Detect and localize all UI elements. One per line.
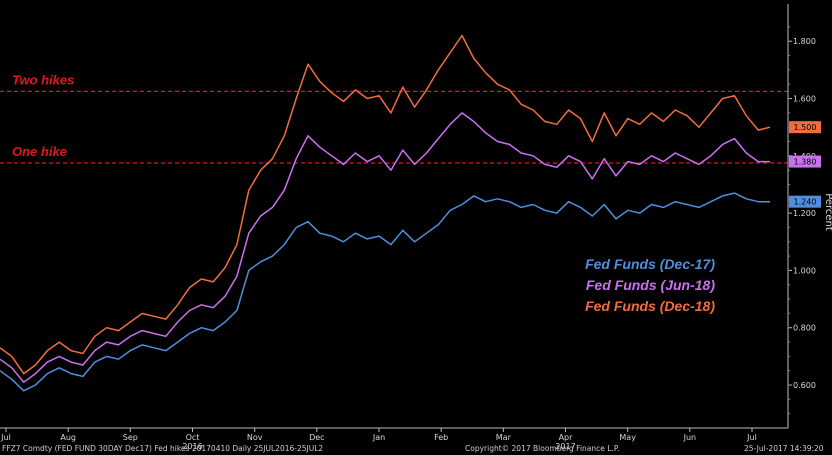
- y-tick-label-1: 0.800: [793, 324, 816, 333]
- footer-timestamp: 25-Jul-2017 14:39:20: [744, 444, 824, 453]
- x-tick-label-1: Aug: [60, 433, 76, 442]
- y-axis-label: Percent: [823, 193, 832, 231]
- footer-copyright: Copyright© 2017 Bloomberg Finance L.P.: [465, 444, 620, 453]
- x-tick-label-0: Jul: [0, 433, 11, 442]
- legend: Fed Funds (Dec-17) Fed Funds (Jun-18) Fed …: [585, 256, 715, 314]
- footer-bar: FFZ7 Comdty (FED FUND 30DAY Dec17) Fed h…: [0, 443, 832, 455]
- series-line-1: [0, 112, 770, 383]
- x-tick-label-2: Sep: [123, 433, 138, 442]
- footer-ticker: FFZ7 Comdty (FED FUND 30DAY Dec17) Fed h…: [2, 444, 324, 453]
- legend-entry-2: Fed Funds (Dec-18): [585, 298, 715, 314]
- reference-lines: Two hikes One hike: [0, 72, 788, 164]
- legend-entry-0: Fed Funds (Dec-17): [585, 256, 715, 272]
- y-tick-label-3: 1.200: [793, 209, 816, 218]
- x-tick-label-11: Jun: [683, 433, 697, 442]
- series-lines: [0, 34, 771, 392]
- last-value-label-0: 1.240: [794, 198, 817, 207]
- series-line-0: [0, 192, 770, 392]
- y-tick-label-5: 1.600: [793, 95, 816, 104]
- series-line-2: [0, 34, 771, 375]
- y-tick-label-0: 0.600: [793, 381, 816, 390]
- x-tick-label-3: Oct: [186, 433, 200, 442]
- y-tick-label-2: 1.000: [793, 266, 816, 275]
- reference-label-0: Two hikes: [12, 72, 74, 87]
- x-tick-label-8: Mar: [496, 433, 512, 442]
- last-value-label-1: 1.380: [794, 158, 817, 167]
- x-tick-label-10: May: [619, 433, 636, 442]
- x-tick-label-7: Feb: [434, 433, 448, 442]
- last-value-box-0: [789, 195, 821, 208]
- x-tick-label-5: Dec: [309, 433, 324, 442]
- y-tick-label-6: 1.800: [793, 37, 816, 46]
- year-label-1: 2017: [555, 442, 575, 451]
- axes: 0.6000.8001.0001.2001.4001.6001.800Perce…: [0, 4, 832, 451]
- x-tick-label-9: Apr: [559, 433, 574, 442]
- last-value-label-2: 1.500: [794, 123, 817, 132]
- year-label-0: 2016: [182, 442, 202, 451]
- legend-entry-1: Fed Funds (Jun-18): [586, 277, 715, 293]
- x-tick-label-6: Jan: [372, 433, 385, 442]
- last-value-box-2: [789, 121, 821, 134]
- x-tick-label-4: Nov: [247, 433, 263, 442]
- last-value-box-1: [789, 155, 821, 168]
- reference-label-1: One hike: [12, 144, 67, 159]
- x-tick-label-12: Jul: [746, 433, 757, 442]
